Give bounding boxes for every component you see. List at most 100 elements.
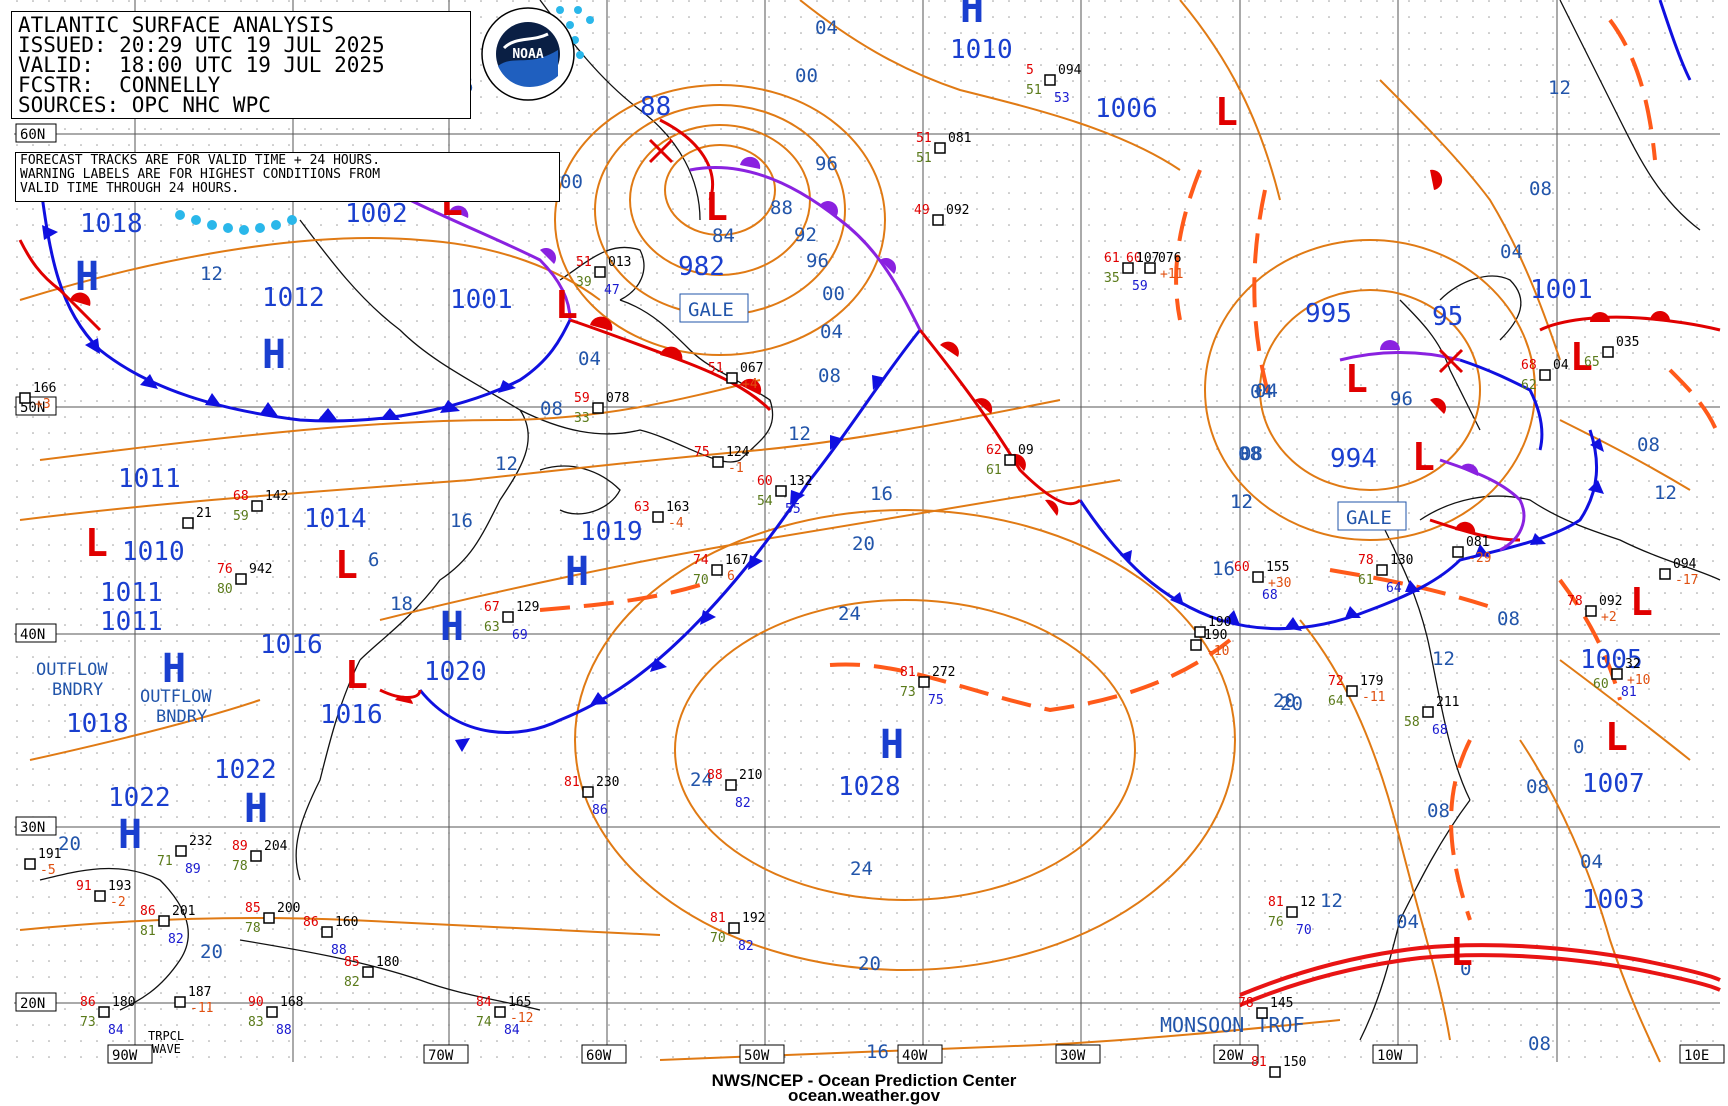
- high-value: 1022: [108, 783, 171, 813]
- station-marker: [494, 1006, 506, 1018]
- station-pressure: 067: [740, 361, 763, 376]
- station-pressure: 076: [1158, 251, 1181, 266]
- isobar-label: 12: [1230, 491, 1253, 513]
- isobar-label: 18: [390, 593, 413, 615]
- station-marker: [1269, 1066, 1281, 1078]
- station-water-temp: 68: [1432, 723, 1448, 738]
- high-symbol: H: [565, 549, 589, 595]
- station-dewpoint: 51: [916, 151, 932, 166]
- station-temperature: 68: [1521, 358, 1537, 373]
- station-temperature: 81: [900, 665, 916, 680]
- isobar-label: 12: [788, 423, 811, 445]
- station-pressure: 035: [1616, 335, 1639, 350]
- noaa-logo: NOAA: [481, 7, 575, 101]
- station-observations: 0945515308151510924901351394706751+40785…: [19, 63, 1698, 1078]
- longitude-labels: 90W 70W 60W 50W 40W 30W 20W 10W 10E: [107, 1044, 1725, 1064]
- low-symbol: L: [1412, 435, 1435, 479]
- isobar-label: 24: [838, 603, 861, 625]
- station-dewpoint: 83: [248, 1015, 264, 1030]
- station-pressure: 092: [1599, 594, 1622, 609]
- station-pressure: 107: [1136, 251, 1159, 266]
- station-water-temp: 84: [108, 1023, 124, 1038]
- station-temperature: 89: [232, 839, 248, 854]
- station-tendency: +11: [1160, 267, 1183, 282]
- station-water-temp: 82: [168, 932, 184, 947]
- station-dewpoint: 62: [1521, 378, 1537, 393]
- station-dewpoint: 73: [900, 685, 916, 700]
- lon-label-70w: 70W: [428, 1048, 454, 1064]
- low-symbol: L: [1345, 357, 1368, 401]
- low-value: 1001: [450, 285, 513, 315]
- note-line-3: VALID TIME THROUGH 24 HOURS.: [20, 181, 240, 196]
- station-tendency: -1: [728, 461, 744, 476]
- station-tendency: -29: [1468, 551, 1491, 566]
- station-marker: [1585, 605, 1597, 617]
- low-value: 1001: [1530, 275, 1593, 305]
- station-pressure: 180: [376, 955, 399, 970]
- station-pressure: 094: [1058, 63, 1082, 78]
- station-water-temp: 64: [1386, 581, 1402, 596]
- monsoon-trough: [1239, 943, 1721, 1007]
- station-temperature: 61: [1104, 251, 1120, 266]
- station-dewpoint: 59: [233, 509, 249, 524]
- lon-label-10w: 10W: [1377, 1048, 1403, 1064]
- isobar-label: 92: [794, 224, 817, 246]
- low-symbol: L: [705, 185, 728, 229]
- high-symbol: H: [880, 722, 904, 768]
- isobar-label: 04: [1396, 911, 1419, 933]
- outflow-label: OUTFLOW: [36, 660, 108, 680]
- station-marker: [266, 1006, 278, 1018]
- station-temperature: 76: [217, 562, 233, 577]
- station-temperature: 68: [233, 489, 249, 504]
- header-forecaster: FCSTR: CONNELLY: [18, 73, 221, 97]
- station-dewpoint: 61: [986, 463, 1002, 478]
- station-water-temp: 70: [1296, 923, 1312, 938]
- high-symbol: H: [262, 332, 286, 378]
- station-marker: [19, 392, 31, 404]
- isobar-label: 16: [1212, 558, 1235, 580]
- station-temperature: 60: [757, 474, 773, 489]
- station-marker: [1144, 262, 1156, 274]
- station-marker: [362, 966, 374, 978]
- station-tendency: 6: [727, 569, 735, 584]
- station-marker: [775, 485, 787, 497]
- station-marker: [1611, 668, 1623, 680]
- high-symbol: H: [118, 812, 142, 858]
- isobar-label: 16: [866, 1041, 889, 1063]
- outflow-label: OUTFLOW: [140, 687, 212, 707]
- station-marker: [711, 564, 723, 576]
- isobar-label: 04: [1580, 851, 1603, 873]
- station-temperature: 85: [344, 955, 360, 970]
- low-symbol: L: [555, 283, 578, 327]
- station-pressure: 211: [1436, 695, 1459, 710]
- station-tendency: +3: [35, 397, 51, 412]
- high-value: 1019: [580, 517, 643, 547]
- station-tendency: -12: [510, 1011, 533, 1026]
- station-tendency: -2: [110, 895, 126, 910]
- station-marker: [1422, 706, 1434, 718]
- isobar-label: 16: [450, 510, 473, 532]
- isobar-label: 12: [1230, 491, 1253, 513]
- station-marker: [250, 850, 262, 862]
- low-value: 1016: [260, 630, 323, 660]
- station-dewpoint: 74: [476, 1015, 492, 1030]
- station-dewpoint: 80: [217, 582, 233, 597]
- station-pressure: 092: [946, 203, 969, 218]
- outflow-label: BNDRY: [52, 680, 103, 700]
- station-temperature: 85: [245, 901, 261, 916]
- station-temperature: 51: [708, 361, 724, 376]
- isobar-label: 12: [1320, 890, 1343, 912]
- isobar-label: 12: [200, 263, 223, 285]
- low-value: 1011: [100, 607, 163, 637]
- station-marker: [1122, 262, 1134, 274]
- monsoon-trough-label: MONSOON TROF: [1160, 1013, 1305, 1037]
- lat-label-30n: 30N: [20, 820, 45, 836]
- station-pressure: 232: [189, 834, 212, 849]
- low-value: 88: [640, 92, 671, 122]
- station-temperature: 90: [248, 995, 264, 1010]
- isobar-label: 08: [1240, 443, 1263, 465]
- isobar-label: 20: [858, 953, 881, 975]
- station-tendency: -5: [40, 863, 56, 878]
- station-pressure: 160: [335, 915, 358, 930]
- low-symbol: L: [85, 521, 108, 565]
